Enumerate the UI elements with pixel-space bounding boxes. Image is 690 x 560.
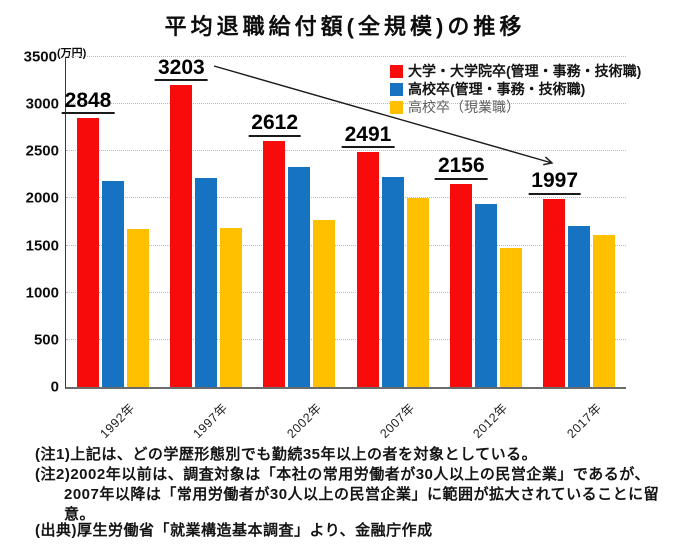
legend-label-2: 高校卒（現業職）: [408, 99, 520, 115]
y-tick-value: 1000: [25, 284, 59, 302]
y-tick-value: 500: [33, 331, 59, 349]
y-tick-label-2000: 2000: [26, 190, 59, 207]
bar-group-1997年: 3203 1997年: [154, 56, 252, 441]
bar-1997年-series-0: [169, 85, 192, 387]
gridline-2000: [66, 197, 626, 199]
y-tick-label-1500: 1500: [26, 237, 59, 254]
y-tick-label-3500: 3500 (万円): [23, 48, 87, 66]
gridline-1500: [66, 244, 626, 246]
y-tick-value: 3000: [25, 95, 59, 113]
bar-2012年-series-0: [449, 183, 472, 387]
legend-item-1: 高校卒(管理・事務・技術職): [390, 80, 641, 98]
notes: (注1)上記は、どの学歴形態別でも勤続35年以上の者を対象としている。 (注2)2…: [35, 445, 690, 525]
chart-title: 平均退職給付額(全規模)の推移: [164, 14, 526, 39]
bar-group-2002年: 2612 2002年: [248, 57, 346, 441]
bar-2017年-series-2: [593, 235, 616, 387]
gridline-1000: [66, 291, 626, 293]
bar-2017年-series-0: [543, 198, 566, 387]
bar-2012年-series-2: [499, 248, 522, 387]
bar-1992年-series-0: [76, 118, 99, 387]
note-line-0: (注1)上記は、どの学歴形態別でも勤続35年以上の者を対象としている。: [35, 446, 538, 463]
x-tick-label-1997年: 1997年: [190, 400, 231, 442]
bar-1997年-series-2: [219, 227, 242, 387]
bar-2002年-series-2: [313, 220, 336, 387]
bar-2007年-series-0: [356, 152, 379, 387]
y-tick-label-2500: 2500: [26, 143, 59, 160]
value-label-2007年: 2491: [341, 123, 395, 149]
bar-1992年-series-1: [101, 181, 124, 387]
bar-group-2012年: 2156 2012年: [434, 57, 532, 441]
note-line-2: 2007年以降は「常用労働者が30人以上の民営企業」に範囲が拡大されていることに…: [64, 486, 660, 523]
x-tick-label-1992年: 1992年: [97, 400, 138, 442]
bar-1992年-series-2: [126, 228, 149, 387]
bar-group-1992年: 2848 1992年: [61, 57, 159, 441]
value-label-1992年: 2848: [61, 90, 115, 115]
bar-1997年-series-1: [194, 177, 217, 387]
y-tick-label-0: 0: [51, 379, 59, 396]
y-tick-label-3000: 3000: [26, 96, 59, 113]
value-label-1997年: 3203: [154, 56, 208, 82]
y-tick-label-500: 500: [34, 331, 59, 348]
x-tick-label-2017年: 2017年: [563, 400, 605, 442]
legend-swatch-2: [390, 100, 403, 114]
legend: 大学・大学院卒(管理・事務・技術職) 高校卒(管理・事務・技術職) 高校卒（現業職）: [390, 62, 641, 116]
bar-2007年-series-1: [381, 176, 404, 387]
y-tick-value: 2500: [25, 142, 59, 160]
y-tick-value: 2000: [25, 189, 59, 207]
y-axis-unit: (万円): [57, 47, 87, 60]
bar-2002年-series-1: [288, 167, 311, 387]
value-label-2017年: 1997: [528, 170, 581, 195]
legend-swatch-0: [390, 64, 403, 78]
y-tick-value: 1500: [25, 237, 59, 255]
gridline-500: [66, 338, 626, 340]
bar-2002年-series-0: [263, 140, 286, 387]
bar-group-2017年: 1997 2017年: [528, 57, 626, 441]
value-label-2012年: 2156: [434, 155, 488, 180]
x-tick-label-2002年: 2002年: [283, 400, 325, 442]
legend-swatch-1: [390, 82, 403, 96]
legend-item-2: 高校卒（現業職）: [390, 98, 641, 116]
x-tick-label-2007年: 2007年: [377, 400, 418, 442]
legend-label-1: 高校卒(管理・事務・技術職): [408, 81, 586, 97]
bar-2007年-series-2: [406, 197, 429, 387]
bar-2012年-series-1: [474, 204, 497, 387]
x-tick-label-2012年: 2012年: [470, 400, 511, 442]
legend-label-0: 大学・大学院卒(管理・事務・技術職): [408, 63, 642, 79]
value-label-2002年: 2612: [248, 112, 302, 137]
legend-item-0: 大学・大学院卒(管理・事務・技術職): [390, 62, 641, 80]
y-axis: 0 500 1000 1500 2000 2500 3000 3500 (万円): [0, 48, 87, 396]
note-line-1: (注2)2002年以前は、調査対象は「本社の常用労働者が30人以上の民営企業」で…: [35, 466, 650, 483]
source-line: (出典)厚生労働省「就業構造基本調査」より、金融庁作成: [35, 522, 433, 539]
gridline-3500: [66, 56, 626, 57]
y-tick-label-1000: 1000: [26, 284, 59, 301]
y-tick-value: 0: [50, 378, 59, 396]
bar-2017年-series-1: [568, 225, 591, 387]
y-tick-value: 3500: [23, 48, 57, 66]
